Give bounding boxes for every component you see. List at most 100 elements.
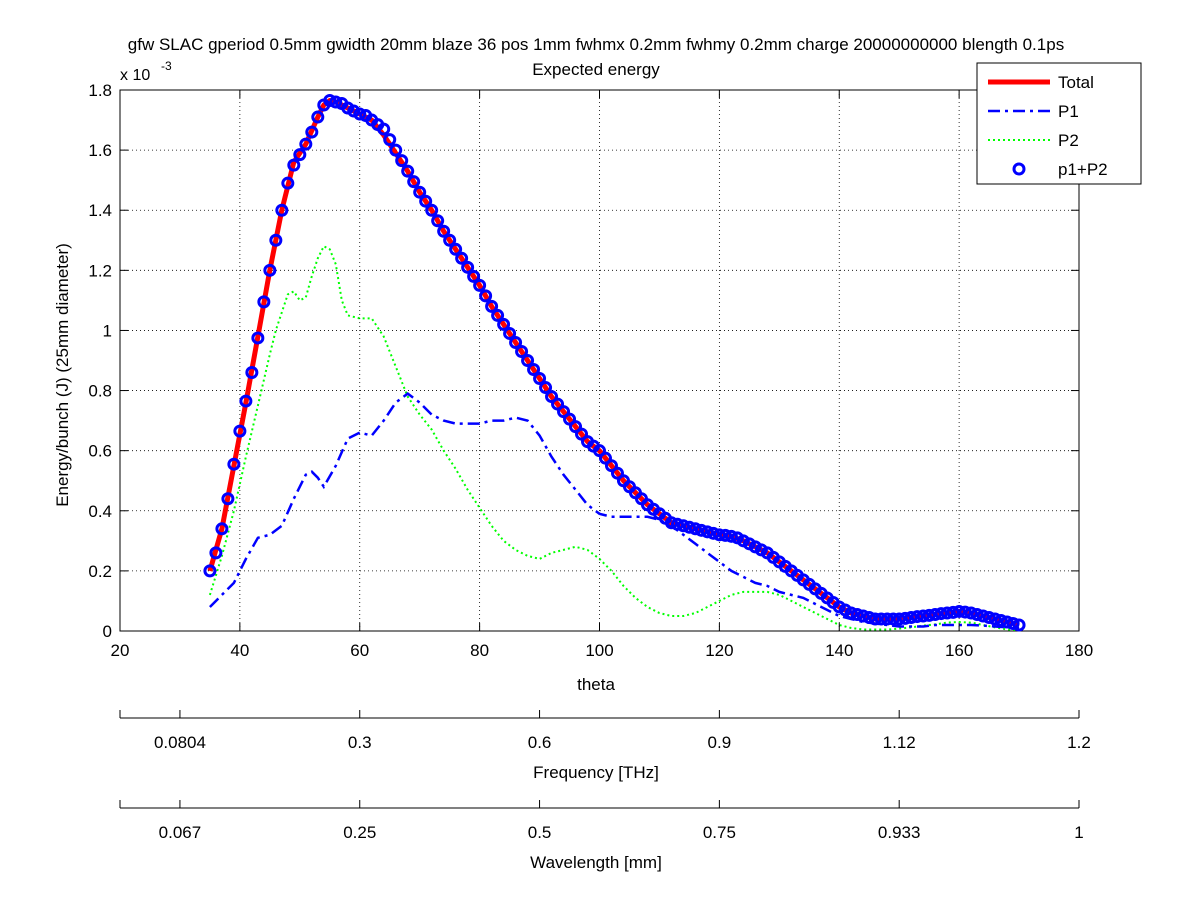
- x-tick-label: 100: [585, 641, 613, 660]
- x-tick-label: 160: [945, 641, 973, 660]
- data-point-p1p2: [940, 606, 954, 620]
- y-axis-label: Energy/bunch (J) (25mm diameter): [53, 243, 72, 507]
- series-line-p2: [208, 244, 1020, 632]
- data-point-p1p2: [1012, 618, 1026, 632]
- data-point-p1p2: [880, 612, 894, 626]
- data-point-p1p2: [257, 295, 271, 309]
- data-point-p1p2: [682, 520, 696, 534]
- data-point-p1p2: [221, 492, 235, 506]
- data-point-p1p2: [712, 528, 726, 542]
- data-point-p1p2: [443, 233, 457, 247]
- data-point-p1p2: [994, 613, 1008, 627]
- secondary-axis-tick-label: 0.933: [878, 823, 921, 842]
- x-tick-label: 40: [230, 641, 249, 660]
- data-point-p1p2: [245, 366, 259, 380]
- series-line-p1: [209, 392, 1020, 630]
- secondary-axis-tick-label: 0.75: [703, 823, 736, 842]
- data-point-p1p2: [910, 610, 924, 624]
- secondary-axis-tick-label: 0.25: [343, 823, 376, 842]
- x-tick-label: 120: [705, 641, 733, 660]
- data-point-p1p2: [706, 526, 720, 540]
- data-point-p1p2: [401, 164, 415, 178]
- x-tick-label: 60: [350, 641, 369, 660]
- data-point-p1p2: [455, 251, 469, 265]
- data-point-p1p2: [407, 175, 421, 189]
- series: [203, 94, 1026, 632]
- secondary-axis-tick-label: 1: [1074, 823, 1083, 842]
- data-point-p1p2: [239, 394, 253, 408]
- data-point-p1p2: [916, 609, 930, 623]
- data-point-p1p2: [305, 125, 319, 139]
- data-point-p1p2: [425, 203, 439, 217]
- data-point-p1p2: [533, 372, 547, 386]
- y-tick-label: 1: [103, 321, 112, 340]
- data-point-p1p2: [539, 381, 553, 395]
- data-point-p1p2: [676, 519, 690, 533]
- legend-swatch-p1p2: [1012, 162, 1026, 176]
- secondary-axis-tick-label: 0.5: [528, 823, 552, 842]
- y-tick-label: 0.6: [88, 442, 112, 461]
- y-tick-label: 1.2: [88, 261, 112, 280]
- data-point-p1p2: [323, 94, 337, 108]
- frequency-axis: 0.0804 0.3 0.6 0.9 1.12 1.2: [119, 710, 1091, 752]
- y-tick-label: 0.4: [88, 502, 112, 521]
- data-point-p1p2: [934, 607, 948, 621]
- secondary-axis-tick-label: 1.2: [1067, 733, 1091, 752]
- data-point-p1p2: [437, 224, 451, 238]
- data-point-p1p2: [946, 605, 960, 619]
- data-point-p1p2: [389, 143, 403, 157]
- data-point-p1p2: [329, 95, 343, 109]
- y-exponent-sup: -3: [161, 59, 172, 73]
- data-point-p1p2: [203, 564, 217, 578]
- y-tick-label: 0: [103, 622, 112, 641]
- data-point-p1p2: [527, 363, 541, 377]
- legend-label-p1p2: p1+P2: [1058, 160, 1108, 179]
- secondary-axis-tick-label: 0.3: [348, 733, 372, 752]
- x-axis-label: theta: [577, 675, 615, 694]
- data-point-p1p2: [215, 522, 229, 536]
- data-point-p1p2: [904, 610, 918, 624]
- data-point-p1p2: [664, 516, 678, 530]
- data-point-p1p2: [467, 269, 481, 283]
- data-point-p1p2: [886, 612, 900, 626]
- y-tick-label: 0.2: [88, 562, 112, 581]
- data-point-p1p2: [688, 522, 702, 536]
- data-point-p1p2: [694, 523, 708, 537]
- secondary-axis-tick-label: 0.9: [708, 733, 732, 752]
- secondary-axis-tick-label: 0.6: [528, 733, 552, 752]
- legend-label-p2: P2: [1058, 131, 1079, 150]
- data-point-p1p2: [964, 606, 978, 620]
- data-point-p1p2: [844, 606, 858, 620]
- secondary-axis-tick-label: 0.067: [159, 823, 202, 842]
- x-tick-label: 80: [470, 641, 489, 660]
- data-point-p1p2: [892, 612, 906, 626]
- legend: Total P1 P2 p1+P2: [976, 62, 1142, 185]
- data-point-p1p2: [251, 331, 265, 345]
- data-point-p1p2: [718, 528, 732, 542]
- y-exponent-label: x 10: [120, 67, 150, 84]
- data-point-p1p2: [419, 194, 433, 208]
- plot-frame: [119, 89, 1080, 632]
- data-point-p1p2: [856, 609, 870, 623]
- x-tick-label: 180: [1065, 641, 1093, 660]
- data-point-p1p2: [491, 308, 505, 322]
- data-point-p1p2: [311, 110, 325, 124]
- data-point-p1p2: [850, 607, 864, 621]
- data-point-p1p2: [485, 299, 499, 313]
- data-point-p1p2: [724, 529, 738, 543]
- data-point-p1p2: [670, 517, 684, 531]
- data-point-p1p2: [700, 525, 714, 539]
- plot-area: 20 40 60 80 100 120 140 160 180 0 0.2 0.4 0.6 0.8 1 1.2…: [88, 81, 1093, 660]
- data-point-p1p2: [227, 457, 241, 471]
- data-point-p1p2: [479, 289, 493, 303]
- data-point-p1p2: [281, 176, 295, 190]
- data-point-p1p2: [958, 605, 972, 619]
- data-point-p1p2: [461, 260, 475, 274]
- data-point-p1p2: [287, 158, 301, 172]
- data-point-p1p2: [928, 607, 942, 621]
- data-point-p1p2: [275, 203, 289, 217]
- x-tick-label: 20: [111, 641, 130, 660]
- data-point-p1p2: [497, 317, 511, 331]
- data-point-p1p2: [970, 607, 984, 621]
- legend-label-p1: P1: [1058, 102, 1079, 121]
